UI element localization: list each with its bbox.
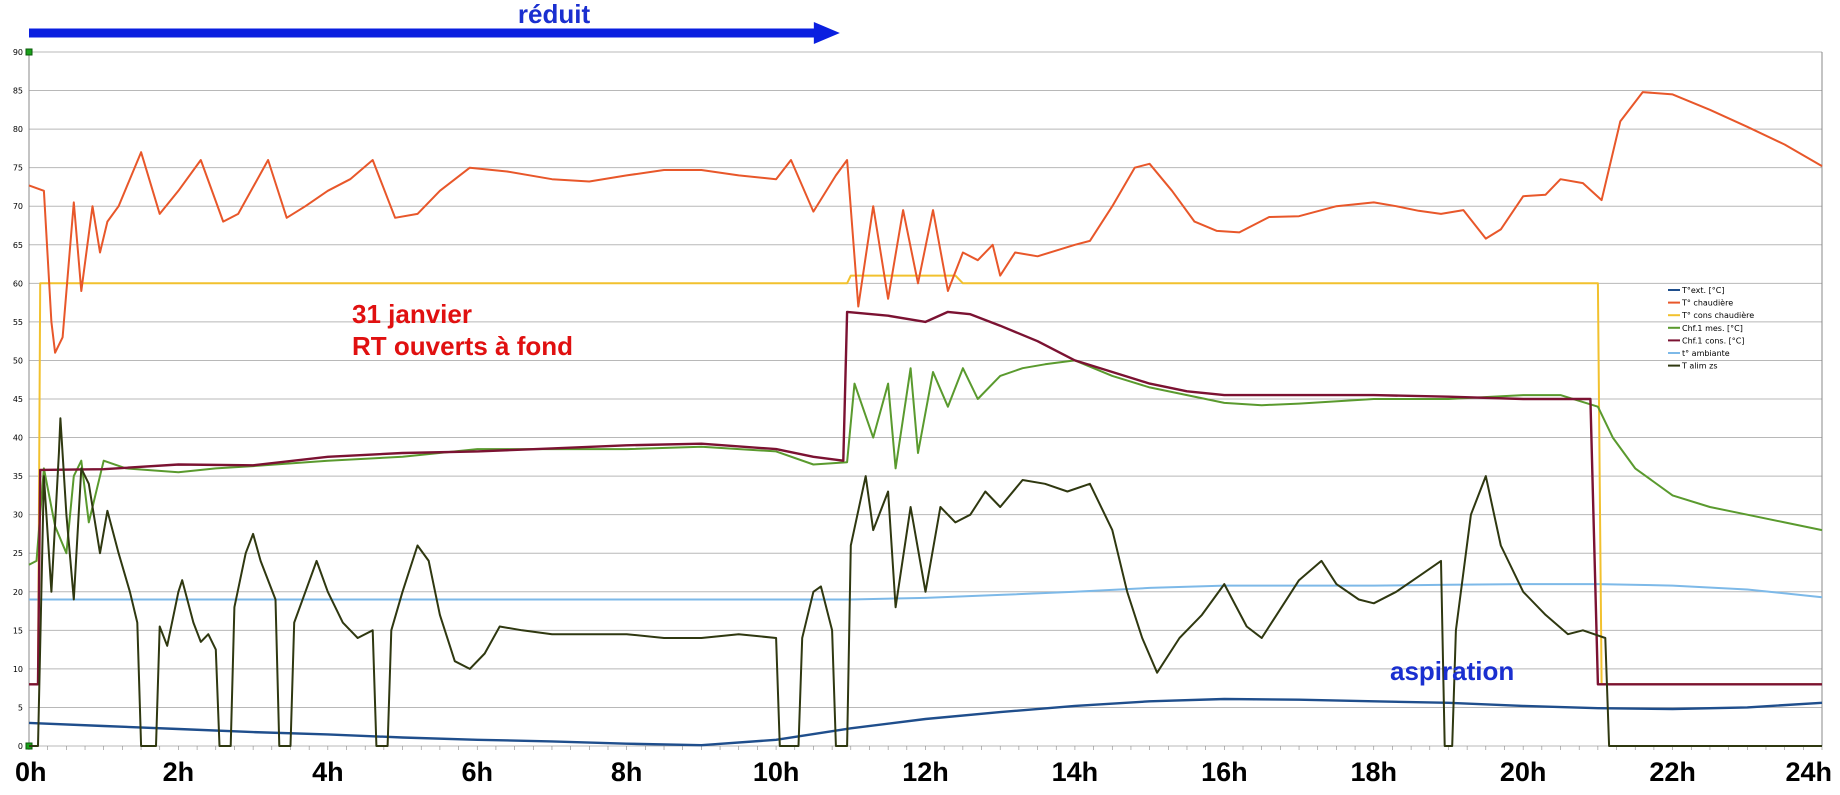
y-tick-label: 25 xyxy=(13,549,23,558)
y-tick-label: 90 xyxy=(13,48,23,57)
y-tick-label: 5 xyxy=(18,703,23,712)
x-tick-label: 12h xyxy=(902,757,949,787)
x-tick-label: 18h xyxy=(1350,757,1397,787)
y-tick-label: 55 xyxy=(13,318,23,327)
x-tick-label: 22h xyxy=(1649,757,1696,787)
y-tick-label: 85 xyxy=(13,87,23,96)
legend-entry: T° chaudière xyxy=(1681,298,1733,308)
x-tick-label: 16h xyxy=(1201,757,1248,787)
series-line xyxy=(29,583,1823,601)
x-tick-label: 20h xyxy=(1500,757,1547,787)
series-line xyxy=(29,274,1822,686)
x-tick-label: 6h xyxy=(461,757,493,787)
legend-entry: Chf.1 cons. [°C] xyxy=(1682,336,1745,345)
legend: T°ext. [°C] T° chaudière T° cons chaudière… xyxy=(1668,286,1754,371)
series-line xyxy=(29,417,1822,747)
y-tick-label: 75 xyxy=(13,164,23,173)
y-tick-label: 15 xyxy=(13,626,23,635)
y-axis: 0 5 10 15 20 25 30 35 40 45 50 55 60 65 70 75 80 85 90 xyxy=(13,48,23,751)
annotation-note: RT ouverts à fond xyxy=(352,331,573,361)
series-line xyxy=(29,310,1822,686)
legend-entry: T° cons chaudière xyxy=(1681,310,1754,320)
series-line xyxy=(28,697,1823,747)
y-tick-label: 45 xyxy=(13,395,23,404)
y-tick-label: 30 xyxy=(13,511,23,520)
x-tick-label: 2h xyxy=(163,757,195,787)
legend-entry: T alim zs xyxy=(1681,362,1717,371)
chart-series xyxy=(28,91,1823,747)
x-tick-label: 14h xyxy=(1052,757,1099,787)
x-tick-label: 4h xyxy=(312,757,344,787)
reduit-arrow-head xyxy=(813,22,840,44)
x-tick-label: 10h xyxy=(753,757,800,787)
annotation-reduit: réduit xyxy=(518,0,591,29)
x-tick-label: 0h xyxy=(15,757,47,787)
legend-entry: Chf.1 mes. [°C] xyxy=(1682,324,1743,333)
series-line xyxy=(28,359,1823,566)
y-tick-label: 60 xyxy=(13,279,23,288)
x-axis: 0h 2h 4h 6h 8h 10h 12h 14h 16h 18h 20h 22h 24h xyxy=(15,757,1832,787)
annotation-date: 31 janvier xyxy=(352,299,472,329)
series-line xyxy=(28,91,1823,354)
y-tick-label: 20 xyxy=(13,588,23,597)
x-tick-label: 8h xyxy=(611,757,643,787)
y-tick-label: 65 xyxy=(13,241,23,250)
legend-entry: T°ext. [°C] xyxy=(1681,286,1724,295)
y-tick-label: 40 xyxy=(13,434,23,443)
x-tick-label: 24h xyxy=(1785,757,1832,787)
y-tick-label: 0 xyxy=(18,742,23,751)
annotation-aspiration: aspiration xyxy=(1390,656,1514,686)
y-tick-label: 35 xyxy=(13,472,23,481)
y-tick-label: 10 xyxy=(13,665,23,674)
legend-entry: t° ambiante xyxy=(1682,349,1730,358)
corner-marker xyxy=(25,48,33,56)
reduit-arrow: réduit xyxy=(29,0,840,44)
y-tick-label: 50 xyxy=(13,356,23,365)
y-tick-label: 80 xyxy=(13,125,23,134)
y-tick-label: 70 xyxy=(13,202,23,211)
